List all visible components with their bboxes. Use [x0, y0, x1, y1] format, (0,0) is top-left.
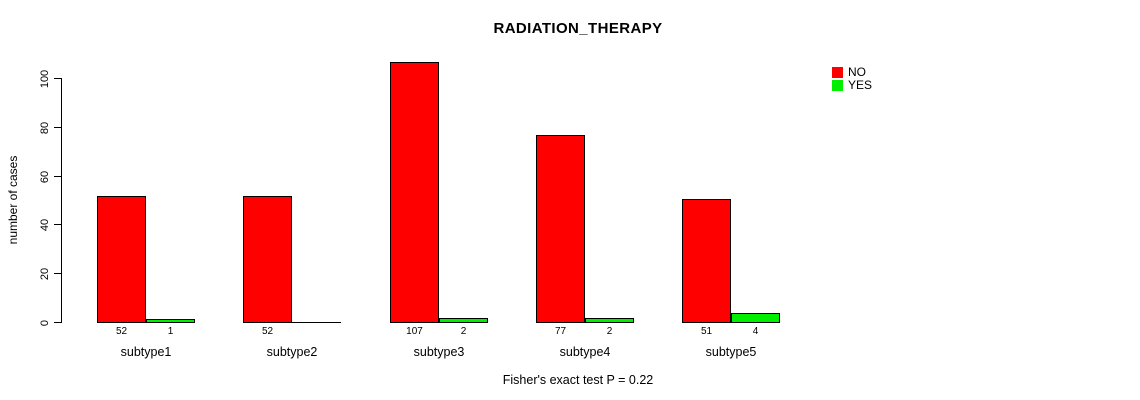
- bar-value-label: 4: [752, 326, 759, 337]
- y-tick: [54, 224, 62, 225]
- bar-no-subtype5: [682, 199, 731, 323]
- legend-swatch-yes: [832, 80, 843, 91]
- chart-footer-annotation: Fisher's exact test P = 0.22: [502, 373, 654, 387]
- y-tick: [54, 127, 62, 128]
- y-tick-label: 100: [39, 69, 51, 89]
- y-tick: [54, 273, 62, 274]
- legend-label: NO: [848, 65, 866, 79]
- bar-yes-subtype5: [731, 313, 780, 323]
- legend-swatch-no: [832, 67, 843, 78]
- bar-value-label: 2: [606, 326, 613, 337]
- bar-no-subtype3: [390, 62, 439, 323]
- category-label-subtype3: subtype3: [413, 345, 465, 359]
- bar-yes-subtype2-zero-line: [292, 322, 341, 323]
- bar-value-label: 107: [406, 326, 423, 337]
- y-tick: [54, 78, 62, 79]
- legend: NO YES: [832, 65, 873, 93]
- y-tick-label: 20: [39, 267, 51, 281]
- bar-value-label: 51: [700, 326, 713, 337]
- bar-value-label: 52: [115, 326, 128, 337]
- bar-no-subtype2: [243, 196, 292, 323]
- legend-label: YES: [848, 78, 873, 92]
- category-label-subtype2: subtype2: [266, 345, 318, 359]
- bar-value-label: 1: [167, 326, 174, 337]
- y-tick: [54, 322, 62, 323]
- bar-value-label: 2: [460, 326, 467, 337]
- y-tick-label: 60: [39, 170, 51, 184]
- legend-item-yes: YES: [832, 78, 873, 92]
- y-axis-title-text: number of cases: [6, 155, 20, 245]
- y-tick-label: 40: [39, 218, 51, 232]
- bar-no-subtype1: [97, 196, 146, 323]
- category-label-subtype5: subtype5: [705, 345, 757, 359]
- chart-title: RADIATION_THERAPY: [493, 20, 663, 37]
- category-label-subtype4: subtype4: [559, 345, 611, 359]
- y-tick: [54, 176, 62, 177]
- category-label-subtype1: subtype1: [120, 345, 172, 359]
- bar-value-label: 77: [554, 326, 567, 337]
- y-axis-line: [61, 78, 62, 323]
- bar-yes-subtype3: [439, 318, 488, 323]
- y-tick-label: 0: [39, 319, 51, 327]
- legend-item-no: NO: [832, 65, 872, 79]
- bar-yes-subtype4: [585, 318, 634, 323]
- bar-yes-subtype1: [146, 319, 195, 323]
- bar-value-label: 52: [261, 326, 274, 337]
- bar-no-subtype4: [536, 135, 585, 323]
- y-tick-label: 80: [39, 121, 51, 135]
